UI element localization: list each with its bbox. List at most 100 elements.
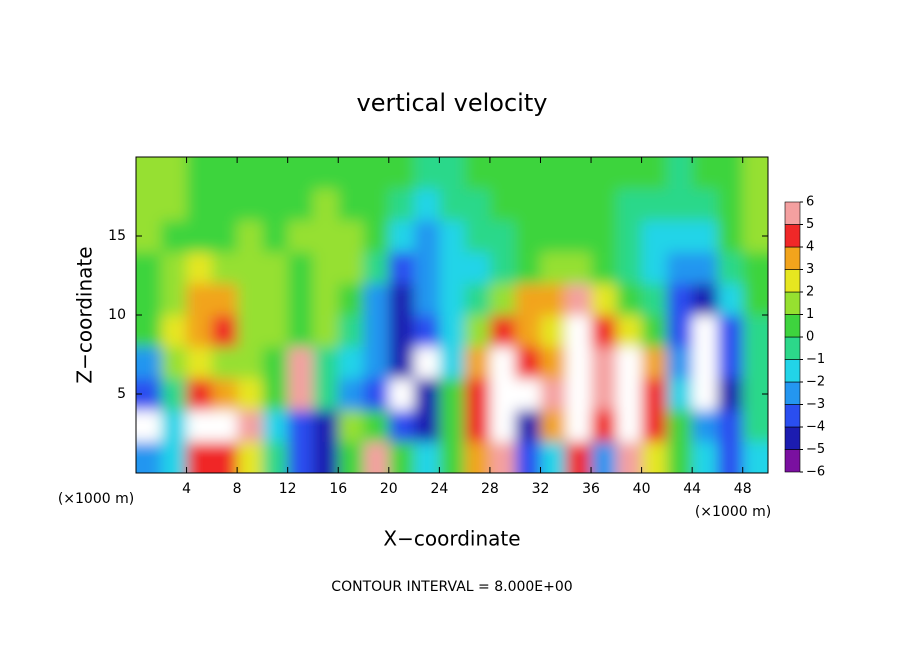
x-tick-label: 32	[532, 481, 550, 497]
colorbar-swatch	[784, 359, 801, 383]
colorbar-swatch	[784, 381, 801, 405]
heat-cell	[363, 157, 390, 190]
x-tick-label: 16	[329, 481, 347, 497]
heat-cell	[742, 251, 768, 284]
heat-cell	[439, 378, 466, 411]
heat-cell	[262, 346, 289, 379]
heat-cell	[666, 157, 693, 190]
heat-cell	[565, 315, 592, 348]
heat-cell	[211, 157, 238, 190]
heat-cell	[666, 188, 693, 221]
x-tick-label: 20	[380, 481, 398, 497]
heat-cell	[338, 409, 365, 442]
heat-cell	[464, 157, 491, 190]
heat-cell	[540, 220, 567, 253]
heat-cell	[717, 283, 744, 316]
y-axis-label: Z−coordinate	[73, 246, 97, 383]
heat-cell	[414, 346, 440, 379]
heat-cell	[287, 441, 314, 473]
heat-cell	[616, 346, 643, 379]
heat-cell	[262, 283, 289, 316]
heat-cell	[717, 220, 744, 253]
heat-cell	[565, 409, 592, 442]
heat-cell	[312, 220, 339, 253]
heat-cell	[515, 315, 541, 348]
heat-cell	[641, 220, 668, 253]
heat-cell	[414, 220, 440, 253]
heat-cell	[287, 283, 314, 316]
heat-cell	[591, 157, 617, 190]
heat-cell	[186, 251, 213, 284]
heat-cell	[211, 441, 238, 473]
heat-cell	[515, 251, 541, 284]
heat-cell	[717, 441, 744, 473]
x-unit: (×1000 m)	[58, 491, 134, 507]
colorbar-swatch	[784, 291, 801, 315]
heat-cell	[363, 409, 390, 442]
colorbar-swatch	[784, 404, 801, 428]
heat-cell	[186, 378, 213, 411]
heat-cell	[388, 157, 415, 190]
heat-cell	[262, 409, 289, 442]
heat-cell	[136, 157, 162, 190]
heat-cell	[338, 315, 365, 348]
x-tick-label: 28	[481, 481, 499, 497]
heat-cell	[312, 283, 339, 316]
heat-cell	[363, 441, 390, 473]
heat-cell	[262, 251, 289, 284]
heat-cell	[515, 188, 541, 221]
heat-cell	[287, 315, 314, 348]
heat-cell	[515, 283, 541, 316]
heat-cell	[237, 188, 263, 221]
heat-cell	[666, 251, 693, 284]
heat-cell	[616, 283, 643, 316]
heat-cell	[742, 283, 768, 316]
heat-cell	[591, 315, 617, 348]
chart-title: vertical velocity	[357, 89, 548, 117]
heat-cell	[287, 251, 314, 284]
heat-cell	[641, 157, 668, 190]
colorbar-label: 2	[806, 285, 814, 300]
heat-cell	[237, 251, 263, 284]
heat-cell	[312, 346, 339, 379]
heat-cell	[742, 441, 768, 473]
heat-cell	[338, 378, 365, 411]
heat-cell	[666, 441, 693, 473]
heat-cell	[211, 283, 238, 316]
heat-cell	[186, 409, 213, 442]
heat-cell	[186, 157, 213, 190]
heat-cell	[515, 220, 541, 253]
heat-cell	[312, 441, 339, 473]
x-tick-label: 8	[233, 481, 242, 497]
heat-cell	[540, 378, 567, 411]
heat-cell	[666, 409, 693, 442]
colorbar-label: 4	[806, 240, 814, 255]
heat-cell	[211, 220, 238, 253]
heat-cell	[186, 220, 213, 253]
heat-cell	[338, 251, 365, 284]
heat-cell	[641, 251, 668, 284]
heat-cell	[717, 157, 744, 190]
heat-cell	[439, 346, 466, 379]
heat-cell	[515, 346, 541, 379]
heat-cell	[262, 188, 289, 221]
heat-cell	[515, 409, 541, 442]
heat-cell	[666, 378, 693, 411]
colorbar-label: −1	[806, 352, 825, 367]
heat-cell	[742, 315, 768, 348]
x-tick-label: 48	[734, 481, 752, 497]
heat-cell	[464, 346, 491, 379]
heat-cell	[742, 346, 768, 379]
heat-cell	[717, 188, 744, 221]
heat-cell	[489, 188, 516, 221]
heat-cell	[211, 346, 238, 379]
heat-cell	[363, 378, 390, 411]
colorbar-label: 6	[806, 195, 814, 210]
colorbar-label: 1	[806, 307, 814, 322]
heat-cell	[136, 315, 162, 348]
heat-cell	[237, 378, 263, 411]
heat-cell	[186, 283, 213, 316]
heat-cell	[439, 409, 466, 442]
heatmap-field	[136, 157, 768, 473]
heat-cell	[211, 315, 238, 348]
